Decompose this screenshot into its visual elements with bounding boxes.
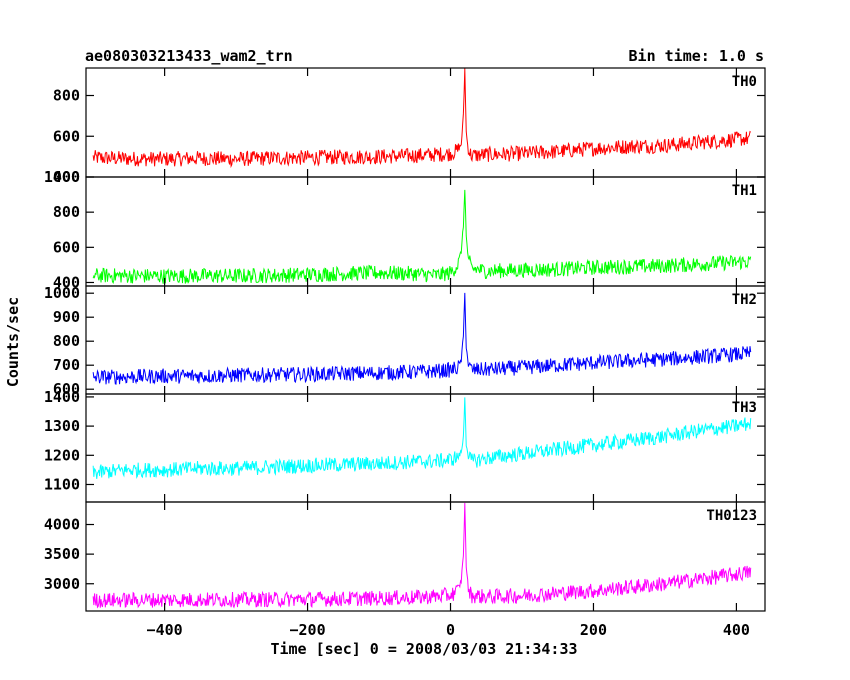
y-tick-label: 600: [53, 238, 80, 256]
y-tick-label: 600: [53, 380, 80, 398]
y-tick-label: 1300: [44, 417, 80, 435]
y-tick-label: 4000: [44, 516, 80, 534]
series-line-th0: [92, 68, 752, 169]
y-tick-label: 400: [53, 168, 80, 186]
y-tick-label: 3500: [44, 545, 80, 563]
bin-time-label: Bin time: 1.0 s: [629, 47, 764, 65]
y-tick-label: 600: [53, 127, 80, 145]
y-tick-label: 3000: [44, 575, 80, 593]
panel-frame: [85, 393, 766, 503]
panel-th0123: 3000 3500 4000 TH0123: [44, 501, 766, 612]
x-tick-label: 400: [723, 621, 750, 639]
panel-label-th1: TH1: [732, 183, 757, 199]
panel-label-th3: TH3: [732, 400, 757, 416]
panel-frame: [85, 501, 766, 612]
panel-th1: 400 600 800 1000 TH1: [44, 168, 766, 291]
y-tick-label: 900: [53, 308, 80, 326]
series-line-th3: [92, 397, 752, 479]
y-tick-label: 800: [53, 203, 80, 221]
panels-group: 400 600 800 TH0 400 600 800 1000 TH1 600 700 800 900…: [44, 67, 766, 639]
y-tick-label: 800: [53, 332, 80, 350]
x-axis-title: Time [sec] 0 = 2008/03/03 21:34:33: [270, 640, 577, 658]
series-line-th0123: [92, 502, 752, 609]
y-tick-label: 1100: [44, 475, 80, 493]
x-tick-label: −200: [290, 621, 326, 639]
panel-label-th0123: TH0123: [706, 508, 757, 524]
x-tick-label: 0: [446, 621, 455, 639]
y-axis-title: Counts/sec: [4, 297, 22, 387]
chart-title: ae080303213433_wam2_trn: [85, 47, 293, 65]
x-tick-label: 200: [580, 621, 607, 639]
y-tick-label: 400: [53, 273, 80, 291]
y-tick-label: 700: [53, 356, 80, 374]
series-line-th2: [92, 292, 752, 385]
x-tick-label: −400: [147, 621, 183, 639]
y-tick-label: 800: [53, 87, 80, 105]
panel-label-th0: TH0: [732, 74, 757, 90]
y-tick-label: 1000: [44, 284, 80, 302]
y-tick-label: 1200: [44, 446, 80, 464]
panel-th0: 400 600 800 TH0: [53, 67, 766, 186]
panel-label-th2: TH2: [732, 292, 757, 308]
panel-th2: 600 700 800 900 1000 TH2: [44, 284, 766, 398]
series-line-th1: [92, 189, 752, 284]
y-tick-label: 1400: [44, 388, 80, 406]
panel-th3: 1100 1200 1300 1400 TH3: [44, 388, 766, 503]
y-tick-label: 1000: [44, 168, 80, 186]
